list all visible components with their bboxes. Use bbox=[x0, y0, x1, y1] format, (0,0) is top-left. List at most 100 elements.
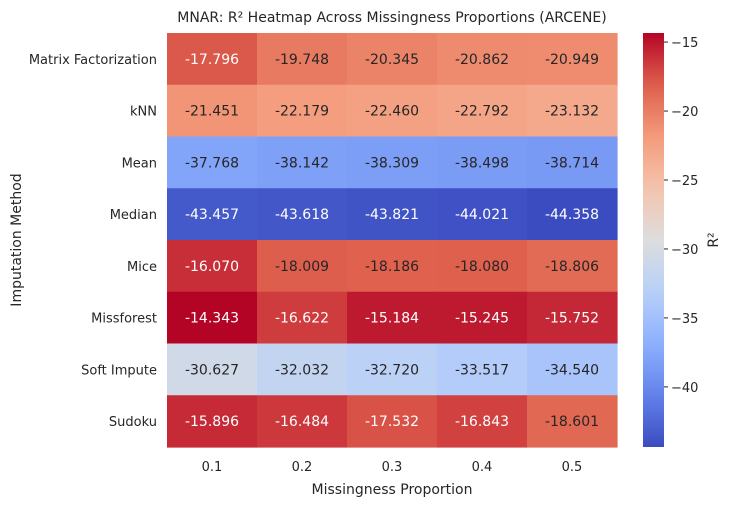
heatmap-cell bbox=[347, 136, 438, 189]
colorbar-tick-label: −40 bbox=[671, 381, 698, 396]
heatmap-cell bbox=[527, 33, 618, 86]
cell-value-label: -23.132 bbox=[545, 104, 599, 120]
cell-value-label: -15.896 bbox=[185, 414, 239, 430]
y-tick-label: Soft Impute bbox=[81, 363, 157, 378]
heatmap-cell bbox=[347, 395, 438, 448]
cell-value-label: -20.345 bbox=[365, 52, 419, 68]
y-tick-label: Matrix Factorization bbox=[29, 53, 157, 68]
y-tick-label: Mean bbox=[122, 156, 157, 171]
cell-value-label: -38.498 bbox=[455, 155, 509, 171]
cell-value-label: -38.142 bbox=[275, 155, 329, 171]
cell-value-label: -15.245 bbox=[455, 311, 509, 327]
heatmap-cell bbox=[257, 291, 348, 345]
cell-value-label: -22.460 bbox=[365, 104, 419, 120]
y-tick-label: Median bbox=[110, 208, 157, 223]
heatmap-cell bbox=[167, 291, 258, 345]
cell-value-label: -18.009 bbox=[275, 259, 329, 275]
heatmap-cell bbox=[257, 240, 348, 293]
cell-value-label: -18.186 bbox=[365, 259, 419, 275]
heatmap-cell bbox=[347, 84, 438, 138]
cell-value-label: -18.806 bbox=[545, 259, 599, 275]
x-tick-label: 0.5 bbox=[562, 460, 583, 475]
colorbar-tick-label: −25 bbox=[671, 174, 698, 189]
cell-value-label: -38.714 bbox=[545, 155, 599, 171]
cell-value-label: -16.484 bbox=[275, 414, 329, 430]
heatmap-cell bbox=[347, 240, 438, 293]
heatmap-cells bbox=[167, 33, 618, 448]
heatmap-cell bbox=[167, 343, 258, 396]
x-tick-label: 0.3 bbox=[382, 460, 403, 475]
heatmap-cell bbox=[257, 188, 348, 241]
cell-value-label: -43.821 bbox=[365, 207, 419, 223]
x-tick-label: 0.4 bbox=[472, 460, 493, 475]
heatmap-cell bbox=[437, 395, 528, 448]
heatmap-cell bbox=[257, 33, 348, 86]
colorbar-tick-label: −35 bbox=[671, 312, 698, 327]
y-tick-label: Mice bbox=[127, 260, 157, 275]
heatmap-cell bbox=[167, 33, 258, 86]
y-tick-label: kNN bbox=[130, 105, 157, 120]
x-tick-label: 0.2 bbox=[292, 460, 313, 475]
x-tick-label: 0.1 bbox=[202, 460, 223, 475]
heatmap-cell bbox=[527, 395, 618, 448]
heatmap-cell bbox=[347, 188, 438, 241]
heatmap-cell bbox=[437, 240, 528, 293]
heatmap-cell bbox=[257, 343, 348, 396]
colorbar-gradient bbox=[643, 33, 664, 447]
cell-value-label: -37.768 bbox=[185, 155, 239, 171]
heatmap-cell bbox=[437, 343, 528, 396]
cell-value-label: -30.627 bbox=[185, 362, 239, 378]
colorbar-label: R² bbox=[706, 232, 722, 247]
heatmap-cell bbox=[437, 188, 528, 241]
cell-value-label: -21.451 bbox=[185, 104, 239, 120]
heatmap-cell bbox=[527, 136, 618, 189]
heatmap-cell bbox=[257, 395, 348, 448]
cell-value-label: -32.032 bbox=[275, 362, 329, 378]
heatmap-cell bbox=[437, 84, 528, 138]
cell-value-label: -22.179 bbox=[275, 104, 329, 120]
heatmap-cell bbox=[527, 188, 618, 241]
cell-value-label: -22.792 bbox=[455, 104, 509, 120]
cell-value-label: -38.309 bbox=[365, 155, 419, 171]
heatmap-cell bbox=[527, 291, 618, 345]
cell-value-label: -18.601 bbox=[545, 414, 599, 430]
heatmap-cell bbox=[347, 33, 438, 86]
heatmap-cell bbox=[257, 136, 348, 189]
heatmap-cell bbox=[527, 240, 618, 293]
cell-value-label: -34.540 bbox=[545, 362, 599, 378]
cell-value-label: -20.949 bbox=[545, 52, 599, 68]
cell-value-label: -14.343 bbox=[185, 311, 239, 327]
cell-value-label: -15.184 bbox=[365, 311, 419, 327]
heatmap-cell bbox=[527, 84, 618, 138]
colorbar-tick-label: −30 bbox=[671, 243, 698, 258]
cell-value-label: -32.720 bbox=[365, 362, 419, 378]
heatmap-cell-labels: -17.796 -19.748 -20.345 -20.862 -20.949 -21.4… bbox=[185, 52, 599, 430]
chart-title: MNAR: R² Heatmap Across Missingness Prop… bbox=[177, 10, 606, 26]
heatmap-cell bbox=[347, 343, 438, 396]
heatmap-cell bbox=[167, 240, 258, 293]
y-tick-label: Missforest bbox=[91, 312, 157, 327]
cell-value-label: -44.358 bbox=[545, 207, 599, 223]
cell-value-label: -43.618 bbox=[275, 207, 329, 223]
y-axis-label: Imputation Method bbox=[9, 173, 25, 306]
x-tick-labels: 0.1 0.2 0.3 0.4 0.5 bbox=[202, 460, 583, 475]
y-tick-label: Sudoku bbox=[109, 415, 157, 430]
cell-value-label: -44.021 bbox=[455, 207, 509, 223]
cell-value-label: -15.752 bbox=[545, 311, 599, 327]
cell-value-label: -33.517 bbox=[455, 362, 509, 378]
heatmap-cell bbox=[437, 33, 528, 86]
x-axis-label: Missingness Proportion bbox=[312, 482, 473, 498]
cell-value-label: -43.457 bbox=[185, 207, 239, 223]
colorbar-tick-label: −15 bbox=[671, 36, 698, 51]
cell-value-label: -17.532 bbox=[365, 414, 419, 430]
heatmap-cell bbox=[437, 136, 528, 189]
cell-value-label: -16.622 bbox=[275, 311, 329, 327]
cell-value-label: -17.796 bbox=[185, 52, 239, 68]
cell-value-label: -18.080 bbox=[455, 259, 509, 275]
y-tick-labels: Matrix Factorization kNN Mean Median Mice Mis… bbox=[29, 53, 157, 430]
heatmap-cell bbox=[347, 291, 438, 345]
colorbar-tick-label: −20 bbox=[671, 105, 698, 120]
cell-value-label: -16.070 bbox=[185, 259, 239, 275]
cell-value-label: -16.843 bbox=[455, 414, 509, 430]
